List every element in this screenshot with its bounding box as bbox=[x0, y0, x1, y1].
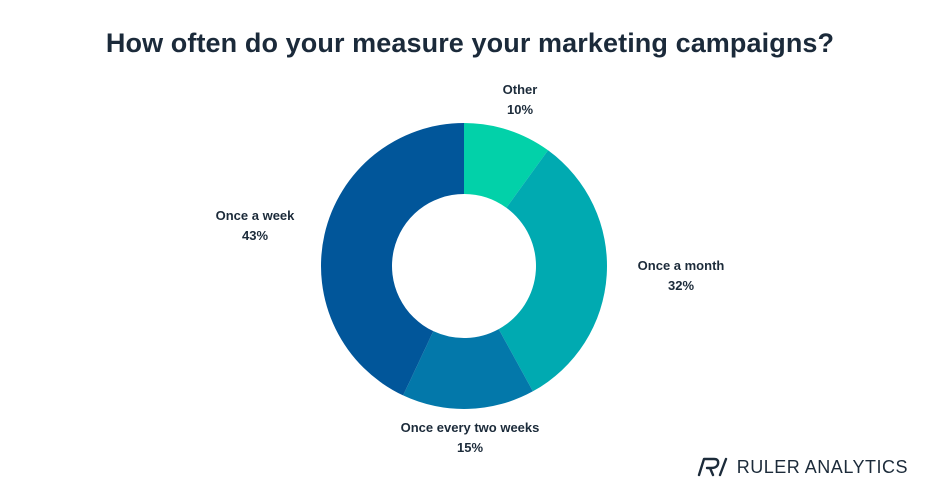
slice-label-value: 10% bbox=[506, 102, 534, 117]
slice-label-once-a-month: Once a month 32% bbox=[626, 256, 736, 296]
slice-once-every-two-weeks bbox=[403, 329, 533, 409]
slice-label-once-every-two-weeks: Once every two weeks 15% bbox=[390, 418, 550, 458]
slice-once-a-week bbox=[321, 123, 464, 396]
chart-title: How often do your measure your marketing… bbox=[105, 28, 835, 58]
slice-label-name: Once a week bbox=[215, 208, 295, 223]
slice-label-other: Other 10% bbox=[490, 80, 550, 120]
slice-label-once-a-week: Once a week 43% bbox=[200, 206, 310, 246]
brand-name: RULER ANALYTICS bbox=[736, 456, 908, 477]
slice-label-value: 43% bbox=[241, 228, 269, 243]
slice-label-name: Once a month bbox=[637, 258, 725, 273]
slice-label-value: 32% bbox=[667, 278, 695, 293]
slice-label-name: Other bbox=[502, 82, 538, 97]
slice-once-a-month bbox=[498, 150, 607, 392]
slice-other bbox=[464, 123, 549, 208]
slice-label-value: 15% bbox=[456, 440, 484, 455]
slice-label-name: Once every two weeks bbox=[400, 420, 540, 435]
brand: RULER ANALYTICS bbox=[695, 456, 908, 478]
ruler-r-logo-icon bbox=[697, 457, 727, 477]
